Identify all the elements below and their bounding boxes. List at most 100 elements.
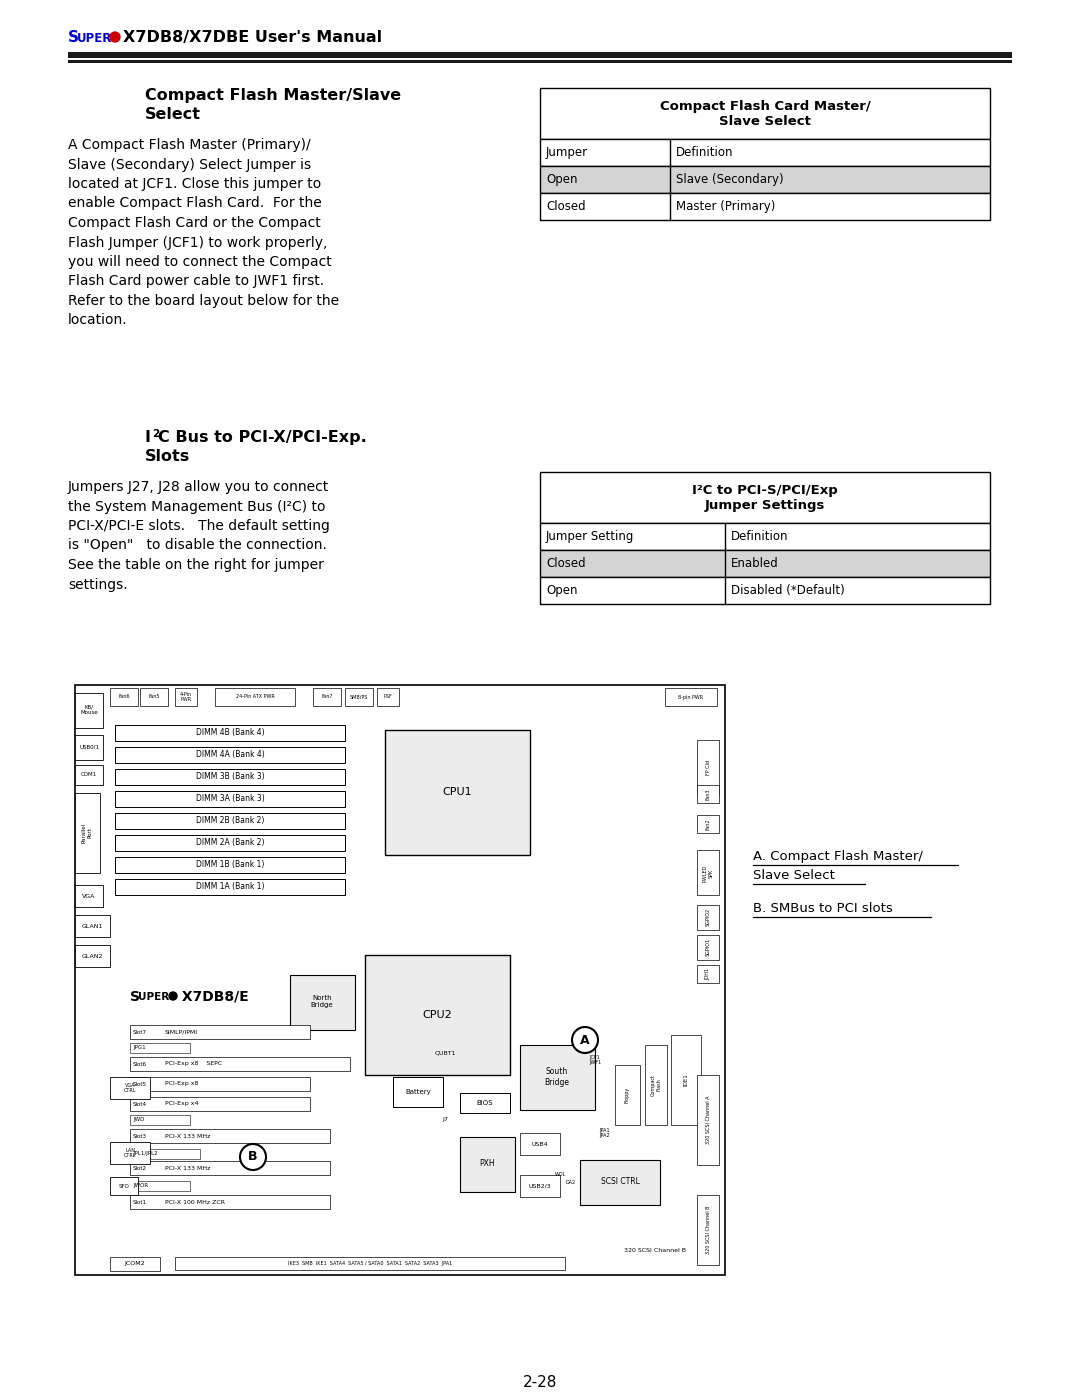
Text: Definition: Definition [676, 147, 733, 159]
Bar [291, 975, 355, 1030]
Bar [175, 687, 197, 705]
Text: settings.: settings. [68, 577, 127, 591]
Bar [110, 1178, 138, 1194]
Bar [114, 879, 345, 895]
Bar [175, 1257, 565, 1270]
Text: Slave (Secondary): Slave (Secondary) [676, 173, 784, 186]
Text: 4-Pin
PWR: 4-Pin PWR [180, 692, 192, 703]
Text: IDE1: IDE1 [684, 1074, 689, 1087]
Text: is "Open"   to disable the connection.: is "Open" to disable the connection. [68, 538, 327, 552]
Text: Slave (Secondary) Select Jumper is: Slave (Secondary) Select Jumper is [68, 158, 311, 172]
Text: JCOM2: JCOM2 [124, 1261, 146, 1267]
Text: DIMM 2B (Bank 2): DIMM 2B (Bank 2) [195, 816, 265, 826]
Text: Fan3: Fan3 [705, 788, 711, 799]
Bar [460, 1092, 510, 1113]
Bar [519, 1133, 561, 1155]
Text: See the table on the right for jumper: See the table on the right for jumper [68, 557, 324, 571]
Text: PSF: PSF [383, 694, 392, 700]
Bar [665, 687, 717, 705]
Text: WOL: WOL [555, 1172, 567, 1176]
Text: UPER: UPER [138, 992, 170, 1002]
Text: Battery: Battery [405, 1090, 431, 1095]
Circle shape [572, 1027, 598, 1053]
Bar [540, 193, 990, 221]
Text: Fan5: Fan5 [148, 694, 160, 700]
Bar [460, 1137, 515, 1192]
Text: Compact Flash Card Master/
Slave Select: Compact Flash Card Master/ Slave Select [660, 99, 870, 127]
Bar [68, 60, 1012, 63]
Text: Fan2: Fan2 [705, 819, 711, 830]
Text: USB0/1: USB0/1 [79, 745, 99, 750]
Bar [114, 725, 345, 740]
Text: S: S [130, 990, 140, 1004]
Text: DIMM 1A (Bank 1): DIMM 1A (Bank 1) [195, 883, 265, 891]
Text: A. Compact Flash Master/: A. Compact Flash Master/ [753, 849, 923, 863]
Bar [540, 550, 990, 577]
Bar [345, 687, 373, 705]
Bar [75, 735, 103, 760]
Text: Closed: Closed [546, 200, 585, 214]
Bar [697, 935, 719, 960]
Text: VGA
CTRL: VGA CTRL [124, 1083, 136, 1094]
Bar [130, 1148, 200, 1160]
Text: JPG1: JPG1 [133, 1045, 146, 1051]
Text: Fan6: Fan6 [118, 694, 130, 700]
Text: SFO: SFO [119, 1183, 130, 1189]
Bar [697, 814, 719, 833]
Text: JWOR: JWOR [133, 1183, 148, 1189]
Text: DIMM 4B (Bank 4): DIMM 4B (Bank 4) [195, 728, 265, 738]
Text: Slave Select: Slave Select [753, 869, 835, 882]
Bar [130, 1161, 330, 1175]
Text: SGPIO2: SGPIO2 [705, 908, 711, 926]
Text: S: S [68, 29, 79, 45]
Bar [114, 791, 345, 807]
Bar [519, 1045, 595, 1111]
Text: Slot7: Slot7 [133, 1030, 147, 1035]
Text: 320 SCSI Channel B: 320 SCSI Channel B [624, 1248, 686, 1253]
Text: Jumper Setting: Jumper Setting [546, 531, 634, 543]
Bar [75, 685, 725, 1275]
Bar [671, 1035, 701, 1125]
Text: USB2/3: USB2/3 [528, 1183, 552, 1189]
Text: Definition: Definition [731, 531, 788, 543]
Text: B. SMBus to PCI slots: B. SMBus to PCI slots [753, 902, 893, 915]
Text: Flash Jumper (JCF1) to work properly,: Flash Jumper (JCF1) to work properly, [68, 236, 327, 250]
Text: Fan7: Fan7 [321, 694, 333, 700]
Circle shape [110, 32, 120, 42]
Bar [114, 856, 345, 873]
Text: PXH: PXH [480, 1160, 495, 1168]
Bar [68, 52, 1012, 59]
Text: I²C to PCI-S/PCI/Exp
Jumper Settings: I²C to PCI-S/PCI/Exp Jumper Settings [692, 483, 838, 511]
Text: A Compact Flash Master (Primary)/: A Compact Flash Master (Primary)/ [68, 138, 311, 152]
Text: VGA: VGA [82, 894, 96, 898]
Circle shape [240, 1144, 266, 1171]
Text: enable Compact Flash Card.  For the: enable Compact Flash Card. For the [68, 197, 322, 211]
Bar [215, 687, 295, 705]
Bar [580, 1160, 660, 1206]
Bar [540, 524, 990, 550]
Bar [697, 849, 719, 895]
Text: Slots: Slots [145, 448, 190, 464]
Bar [140, 687, 168, 705]
Bar [75, 944, 110, 967]
Text: C Bus to PCI-X/PCI-Exp.: C Bus to PCI-X/PCI-Exp. [158, 430, 367, 446]
Bar [130, 1097, 310, 1111]
Bar [110, 687, 138, 705]
Text: 8-pin PWR: 8-pin PWR [678, 694, 703, 700]
Text: Flash Card power cable to JWF1 first.: Flash Card power cable to JWF1 first. [68, 274, 324, 289]
Text: PWLED
SPK: PWLED SPK [703, 865, 714, 882]
Bar [697, 905, 719, 930]
Text: Floppy: Floppy [624, 1087, 630, 1104]
Text: GLAN2: GLAN2 [81, 954, 103, 958]
Bar [130, 1115, 190, 1125]
Bar [697, 1076, 719, 1165]
Text: 320 SCSI Channel B: 320 SCSI Channel B [705, 1206, 711, 1255]
Text: PCI-Exp x4: PCI-Exp x4 [165, 1101, 199, 1106]
Text: BIOS: BIOS [476, 1099, 494, 1106]
Text: QUBT1: QUBT1 [434, 1051, 456, 1056]
Bar [540, 88, 990, 140]
Bar [697, 785, 719, 803]
Bar [540, 577, 990, 605]
Bar [130, 1194, 330, 1208]
Bar [75, 766, 103, 785]
